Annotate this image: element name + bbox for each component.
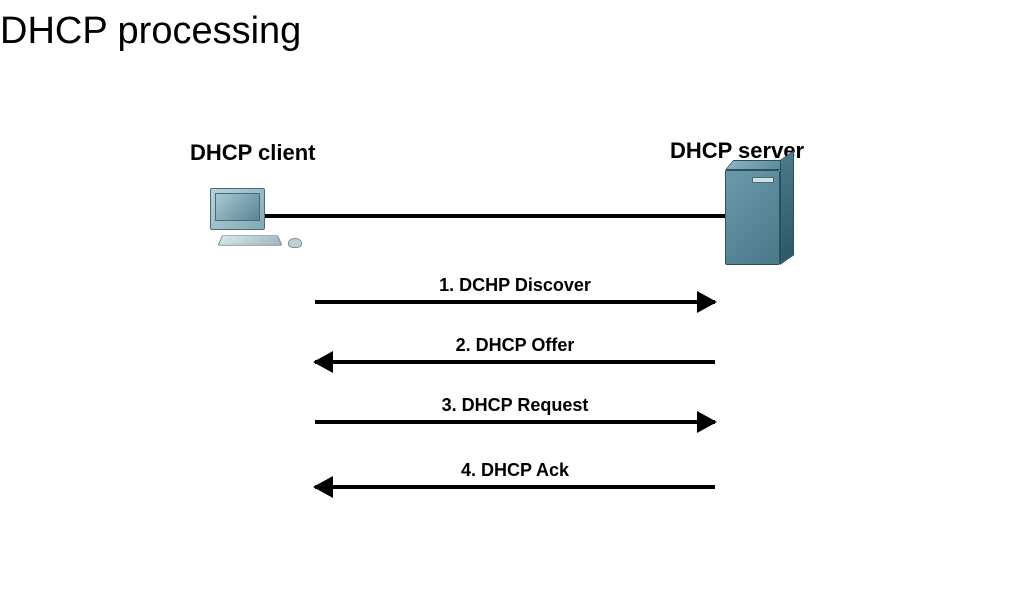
keyboard-icon	[218, 235, 283, 245]
step-3-label: 3. DHCP Request	[315, 395, 715, 416]
step-4-row: 4. DHCP Ack	[315, 460, 715, 489]
step-3-row: 3. DHCP Request	[315, 395, 715, 424]
arrow-right-icon	[315, 300, 715, 304]
arrow-left-icon	[315, 360, 715, 364]
mouse-icon	[288, 238, 302, 248]
monitor-icon	[210, 188, 265, 230]
step-1-label: 1. DCHP Discover	[315, 275, 715, 296]
arrow-left-icon	[315, 485, 715, 489]
computer-icon	[210, 188, 265, 230]
step-1-row: 1. DCHP Discover	[315, 275, 715, 304]
client-label: DHCP client	[190, 140, 316, 166]
step-2-label: 2. DHCP Offer	[315, 335, 715, 356]
page-title: DHCP processing	[0, 10, 301, 53]
connection-line	[265, 214, 725, 218]
step-2-row: 2. DHCP Offer	[315, 335, 715, 364]
step-4-label: 4. DHCP Ack	[315, 460, 715, 481]
server-icon	[725, 170, 780, 265]
arrow-right-icon	[315, 420, 715, 424]
